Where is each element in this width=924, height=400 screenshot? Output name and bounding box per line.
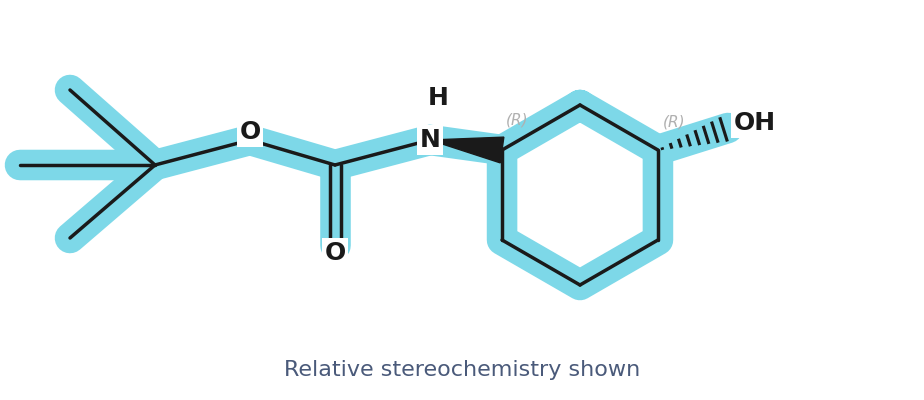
Polygon shape	[430, 137, 504, 163]
Text: H: H	[428, 86, 448, 110]
Text: (R): (R)	[663, 114, 686, 130]
Text: O: O	[239, 120, 261, 144]
Text: OH: OH	[734, 111, 776, 135]
Text: N: N	[419, 128, 441, 152]
Text: O: O	[324, 241, 346, 265]
Text: Relative stereochemistry shown: Relative stereochemistry shown	[284, 360, 640, 380]
Text: (R): (R)	[506, 112, 529, 128]
